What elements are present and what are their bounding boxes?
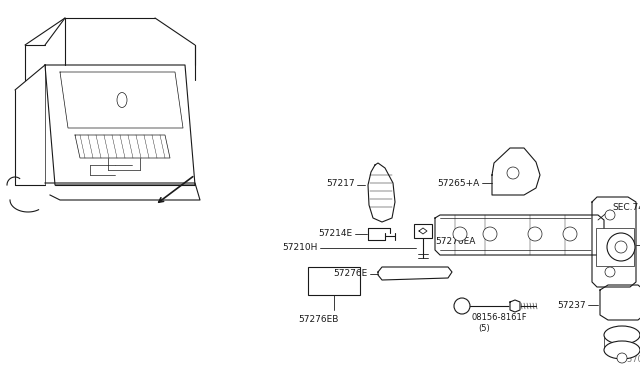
- Polygon shape: [600, 285, 640, 320]
- Text: 57237: 57237: [557, 301, 586, 310]
- Circle shape: [615, 241, 627, 253]
- Circle shape: [483, 227, 497, 241]
- Text: SEC.747: SEC.747: [612, 203, 640, 212]
- Text: 08156-8161F: 08156-8161F: [472, 314, 527, 323]
- Circle shape: [454, 298, 470, 314]
- Polygon shape: [368, 163, 395, 222]
- Polygon shape: [378, 267, 452, 280]
- Text: ^570* 009?: ^570* 009?: [620, 356, 640, 365]
- Text: 57276E: 57276E: [333, 269, 368, 279]
- Ellipse shape: [604, 341, 640, 359]
- Text: 57276EB: 57276EB: [298, 315, 338, 324]
- Polygon shape: [435, 215, 604, 255]
- Circle shape: [617, 353, 627, 363]
- Circle shape: [605, 210, 615, 220]
- Circle shape: [605, 253, 615, 263]
- Polygon shape: [492, 148, 540, 195]
- FancyBboxPatch shape: [596, 228, 634, 266]
- Text: (5): (5): [478, 324, 490, 333]
- Text: 57210H: 57210H: [283, 244, 318, 253]
- FancyBboxPatch shape: [414, 224, 432, 238]
- Text: 57265+A: 57265+A: [438, 179, 480, 187]
- Ellipse shape: [604, 326, 640, 344]
- Polygon shape: [419, 228, 427, 234]
- Circle shape: [607, 233, 635, 261]
- Circle shape: [507, 167, 519, 179]
- Text: 57217: 57217: [326, 179, 355, 187]
- Circle shape: [528, 227, 542, 241]
- Circle shape: [563, 227, 577, 241]
- Text: 57276EA: 57276EA: [435, 237, 476, 247]
- FancyBboxPatch shape: [308, 267, 360, 295]
- Circle shape: [605, 267, 615, 277]
- Polygon shape: [592, 197, 636, 287]
- Circle shape: [605, 230, 615, 240]
- Circle shape: [453, 227, 467, 241]
- Text: B: B: [460, 301, 465, 311]
- Polygon shape: [510, 300, 520, 312]
- Text: 57214E: 57214E: [318, 230, 352, 238]
